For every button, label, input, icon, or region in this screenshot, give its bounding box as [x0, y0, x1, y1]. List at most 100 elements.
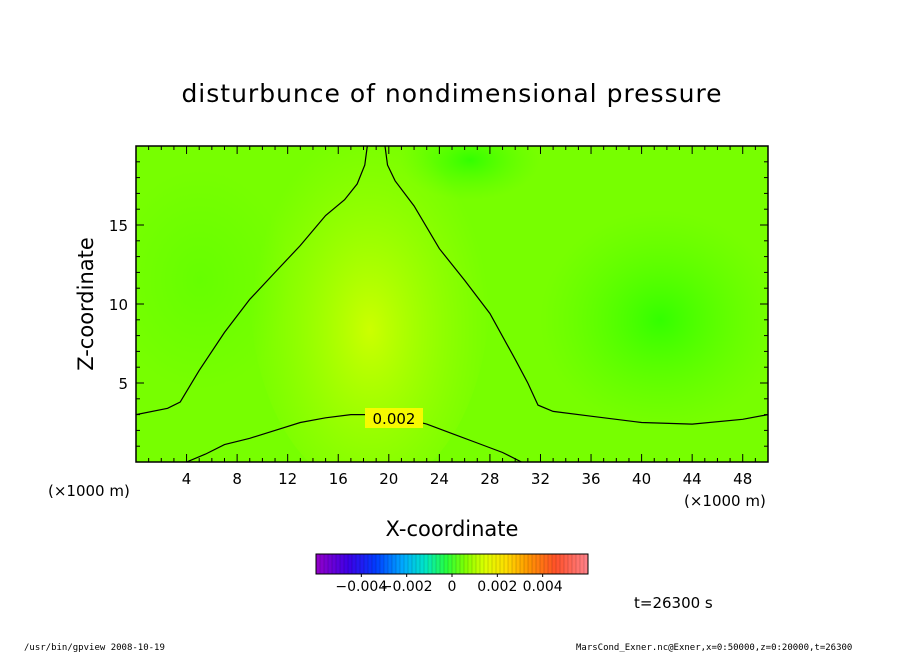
x-tick-label-8: 36 [581, 470, 600, 488]
colorbar-tick-label-3: 0.002 [477, 579, 517, 595]
contour-label: 0.002 [373, 410, 416, 428]
x-axis-label: X-coordinate [386, 517, 519, 541]
contour-lines [136, 146, 768, 462]
colorbar-swatch [564, 554, 569, 574]
colorbar-swatch [352, 554, 357, 574]
colorbar-swatch [508, 554, 513, 574]
colorbar-swatch [504, 554, 509, 574]
colorbar-tick-label-1: −0.002 [381, 579, 433, 595]
colorbar-swatch [376, 554, 381, 574]
colorbar-swatch [476, 554, 481, 574]
colorbar-swatch [392, 554, 397, 574]
colorbar-tick-label-0: −0.004 [335, 579, 387, 595]
colorbar-swatch [496, 554, 501, 574]
colorbar-swatch [340, 554, 345, 574]
colorbar-swatch [552, 554, 557, 574]
colorbar-swatch [324, 554, 329, 574]
colorbar-swatch [460, 554, 465, 574]
x-tick-label-2: 12 [278, 470, 297, 488]
colorbar-swatch [492, 554, 497, 574]
x-tick-label-5: 24 [430, 470, 449, 488]
heatmap-field [136, 146, 768, 462]
colorbar-swatch [420, 554, 425, 574]
colorbar-tick-label-4: 0.004 [523, 579, 563, 595]
x-unit-right: (×1000 m) [684, 492, 766, 510]
x-tick-label-11: 48 [733, 470, 752, 488]
colorbar-swatch [456, 554, 461, 574]
colorbar-swatch [396, 554, 401, 574]
colorbar-swatch [432, 554, 437, 574]
colorbar-swatch [444, 554, 449, 574]
colorbar-swatch [544, 554, 549, 574]
colorbar-swatch [576, 554, 581, 574]
contour-upper-left [136, 146, 368, 416]
colorbar-swatch [468, 554, 473, 574]
colorbar-swatch [516, 554, 521, 574]
footer-left: /usr/bin/gpview 2008-10-19 [24, 643, 165, 653]
colorbar-swatch [532, 554, 537, 574]
colorbar-swatch [356, 554, 361, 574]
colorbar-swatch [360, 554, 365, 574]
colorbar-ticks: −0.004−0.002 0 0.002 0.004 [335, 574, 563, 595]
y-axis-label: Z-coordinate [74, 237, 98, 371]
x-tick-label-6: 28 [480, 470, 499, 488]
colorbar-swatch [424, 554, 429, 574]
colorbar-swatch [536, 554, 541, 574]
colorbar-swatch [548, 554, 553, 574]
colorbar-swatch [336, 554, 341, 574]
colorbar-swatch [328, 554, 333, 574]
colorbar-swatch [344, 554, 349, 574]
colorbar-tick-label-2: 0 [448, 579, 457, 595]
x-tick-label-10: 44 [683, 470, 702, 488]
colorbar-swatch [488, 554, 493, 574]
chart-title: disturbunce of nondimensional pressure [181, 79, 722, 108]
colorbar-swatch [448, 554, 453, 574]
colorbar-swatch [464, 554, 469, 574]
x-tick-label-9: 40 [632, 470, 651, 488]
colorbar-swatch [436, 554, 441, 574]
x-tick-label-0: 4 [182, 470, 192, 488]
x-axis: 4 8 12 16 20 24 28 32 36 40 44 48 [148, 146, 756, 488]
colorbar-swatch [524, 554, 529, 574]
colorbar-swatch [472, 554, 477, 574]
colorbar-swatch [364, 554, 369, 574]
colorbar [315, 554, 589, 574]
colorbar-swatch [540, 554, 545, 574]
colorbar-swatch [568, 554, 573, 574]
y-axis: 5 10 15 [109, 161, 768, 447]
colorbar-swatch [440, 554, 445, 574]
colorbar-swatch [316, 554, 321, 574]
x-tick-label-1: 8 [232, 470, 242, 488]
colorbar-swatch [384, 554, 389, 574]
y-tick-label-1: 10 [109, 296, 128, 314]
colorbar-swatch [332, 554, 337, 574]
colorbar-swatch [416, 554, 421, 574]
colorbar-swatch [372, 554, 377, 574]
colorbar-swatch [320, 554, 325, 574]
colorbar-swatch [412, 554, 417, 574]
colorbar-swatch [560, 554, 565, 574]
colorbar-swatch [480, 554, 485, 574]
colorbar-swatch [380, 554, 385, 574]
x-tick-label-4: 20 [379, 470, 398, 488]
colorbar-swatch [348, 554, 353, 574]
colorbar-swatch [368, 554, 373, 574]
colorbar-swatch [500, 554, 505, 574]
y-tick-label-2: 15 [109, 217, 128, 235]
time-label: t=26300 s [634, 594, 713, 612]
colorbar-swatch [528, 554, 533, 574]
colorbar-swatch [556, 554, 561, 574]
colorbar-swatch [404, 554, 409, 574]
footer-right: MarsCond_Exner.nc@Exner,x=0:50000,z=0:20… [576, 643, 853, 653]
colorbar-swatch [408, 554, 413, 574]
colorbar-swatch [484, 554, 489, 574]
colorbar-swatch [512, 554, 517, 574]
contour-label-bg [365, 408, 423, 428]
contour-lower [186, 414, 522, 462]
colorbar-swatch [572, 554, 577, 574]
colorbar-swatch [584, 554, 589, 574]
y-tick-label-0: 5 [118, 375, 128, 393]
colorbar-swatch [580, 554, 585, 574]
x-tick-label-7: 32 [531, 470, 550, 488]
